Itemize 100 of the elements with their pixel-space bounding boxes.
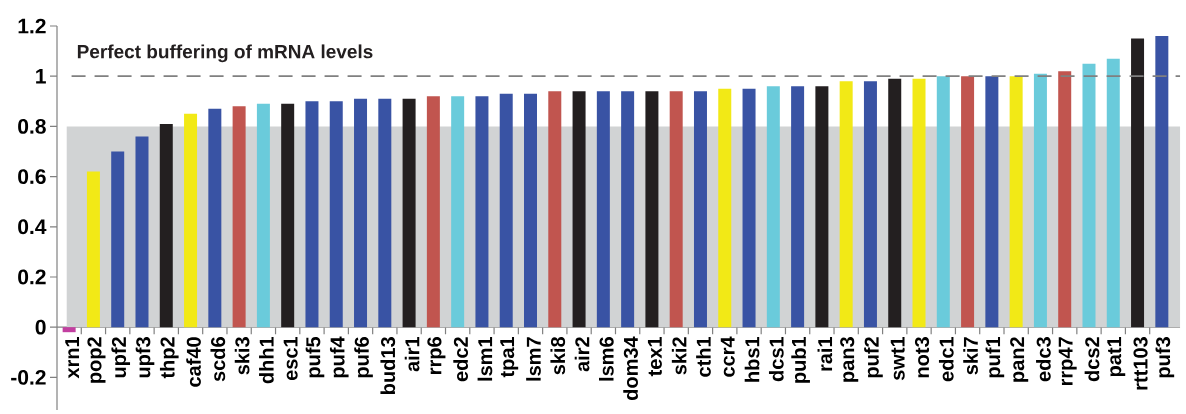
x-tick-label: pan2	[1010, 337, 1029, 382]
bar	[742, 88, 756, 328]
x-tick-label: edc1	[938, 336, 954, 382]
x-tick-label: pop2	[87, 337, 106, 383]
bar	[524, 93, 537, 328]
bar	[451, 96, 465, 328]
ref-line-label: Perfect buffering of mRNA levels	[77, 44, 373, 63]
x-tick-label: upf2	[111, 337, 131, 378]
x-tick-label: dom34	[623, 336, 638, 401]
bar	[888, 78, 902, 328]
x-tick-label: dcs2	[1084, 337, 1100, 382]
x-tick-label: lsm6	[599, 337, 614, 381]
bar	[1009, 76, 1023, 328]
bar	[621, 91, 635, 328]
bar	[281, 103, 295, 328]
x-tick-label: ccr4	[720, 336, 735, 377]
bar	[718, 88, 732, 328]
bar	[111, 151, 125, 328]
x-tick-label: ski2	[671, 337, 687, 375]
y-tick-label: 0.4	[18, 219, 47, 235]
x-tick-label: thp2	[159, 337, 179, 379]
x-tick-label: air1	[404, 336, 420, 372]
x-tick-label: rrp6	[427, 337, 446, 374]
bar	[645, 91, 659, 328]
bar	[135, 136, 149, 328]
x-tick-label: tex1	[647, 336, 662, 377]
bar	[402, 98, 416, 328]
x-tick-label: esc1	[283, 336, 298, 381]
x-tick-label: ski7	[963, 337, 978, 375]
bar	[1058, 71, 1072, 328]
x-tick-label: edc3	[1036, 337, 1051, 382]
x-tick-label: pat1	[1107, 336, 1126, 377]
x-tick-label: lsm7	[526, 337, 541, 381]
x-tick-label: air2	[574, 337, 590, 372]
y-tick-label: 0.2	[18, 269, 46, 285]
x-tick-label: puf3	[1155, 337, 1175, 378]
bar	[159, 123, 173, 328]
bar	[499, 93, 513, 328]
bar	[62, 327, 76, 333]
bar	[863, 81, 877, 328]
bar	[572, 91, 586, 328]
bar	[596, 91, 610, 328]
y-tick-label: -0.2	[11, 369, 46, 385]
bar	[426, 96, 440, 328]
x-tick-label: edc2	[453, 337, 469, 382]
bar	[766, 86, 780, 328]
x-tick-label: puf5	[305, 336, 325, 378]
x-tick-label: not3	[914, 337, 930, 378]
x-tick-label: rrp47	[1058, 337, 1077, 386]
y-tick-label: 1.2	[18, 18, 46, 34]
x-tick-label: xrn1	[65, 336, 80, 379]
bar	[378, 98, 392, 328]
bar	[839, 81, 853, 328]
x-tick-label: ski8	[550, 336, 566, 375]
bar	[1033, 73, 1047, 328]
bar	[329, 101, 343, 328]
bar	[86, 171, 100, 328]
x-tick-label: pan3	[840, 337, 859, 382]
x-tick-label: tpa1	[500, 336, 519, 378]
x-tick-label: puf4	[329, 336, 349, 378]
x-tick-label: hbs1	[744, 336, 760, 382]
bar	[548, 91, 562, 328]
bar	[669, 91, 683, 328]
x-tick-label: puf1	[985, 336, 1005, 378]
bar	[936, 76, 950, 328]
bar	[475, 96, 489, 328]
bar	[1131, 38, 1145, 328]
bar	[693, 91, 707, 328]
x-tick-label: swt1	[890, 336, 905, 381]
x-tick-label: bud13	[380, 337, 396, 394]
y-tick-label: 0	[35, 319, 46, 335]
x-tick-label: upf3	[135, 337, 155, 378]
bar	[1082, 63, 1096, 328]
bar	[912, 78, 926, 328]
bar	[184, 113, 198, 328]
x-tick-label: puf2	[864, 337, 883, 378]
y-tick-label: 1	[36, 68, 46, 84]
y-tick-label: 0.6	[18, 169, 46, 185]
bar	[791, 86, 805, 328]
x-tick-label: caf40	[186, 337, 201, 387]
x-tick-label: puf6	[354, 337, 373, 378]
bar	[1155, 36, 1169, 328]
bar	[1106, 58, 1120, 328]
bar	[208, 108, 222, 328]
y-tick-label: 0.8	[18, 118, 46, 134]
bar	[232, 106, 246, 328]
x-tick-label: pub1	[791, 336, 810, 383]
x-tick-label: rai1	[817, 336, 833, 371]
x-tick-label: ski3	[234, 337, 250, 375]
bar	[985, 76, 999, 328]
x-tick-label: lsm1	[477, 336, 493, 381]
bar	[961, 76, 975, 328]
x-tick-label: dcs1	[768, 336, 784, 382]
x-tick-label: cth1	[696, 336, 711, 377]
bar	[305, 101, 319, 328]
bar	[354, 98, 368, 328]
x-tick-label: scd6	[210, 337, 226, 382]
x-tick-label: dhh1	[259, 336, 274, 384]
x-tick-label: rtt103	[1133, 337, 1148, 390]
bar	[815, 86, 829, 328]
